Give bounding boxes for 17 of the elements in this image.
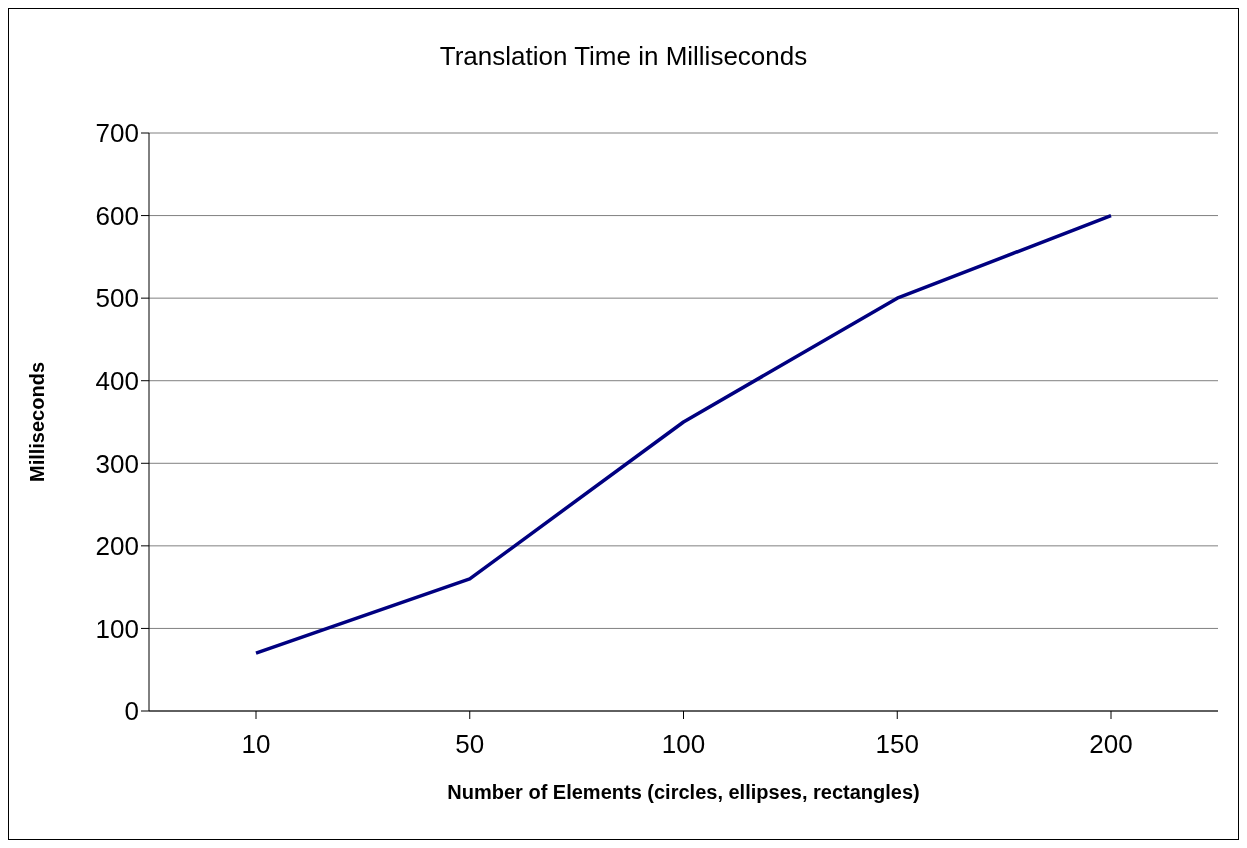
x-tick-label: 100 (661, 729, 706, 760)
y-tick-label: 700 (95, 118, 139, 149)
chart-title: Translation Time in Milliseconds (438, 41, 809, 72)
x-tick-label: 10 (241, 729, 271, 760)
y-axis-title: Milliseconds (26, 361, 49, 483)
x-tick-label: 50 (455, 729, 485, 760)
y-tick-label: 200 (95, 531, 139, 562)
y-tick-label: 400 (95, 365, 139, 396)
line-series (254, 213, 1113, 655)
y-tick-label: 300 (95, 448, 139, 479)
y-tick-label: 100 (95, 613, 139, 644)
x-tick-label: 200 (1089, 729, 1133, 760)
y-tick-label: 500 (95, 283, 139, 314)
y-tick-label: 0 (124, 696, 139, 727)
x-tick-label: 150 (875, 729, 919, 760)
y-tick-label: 600 (95, 200, 139, 231)
x-axis-title: Number of Elements (circles, ellipses, rectangles) (447, 781, 920, 803)
